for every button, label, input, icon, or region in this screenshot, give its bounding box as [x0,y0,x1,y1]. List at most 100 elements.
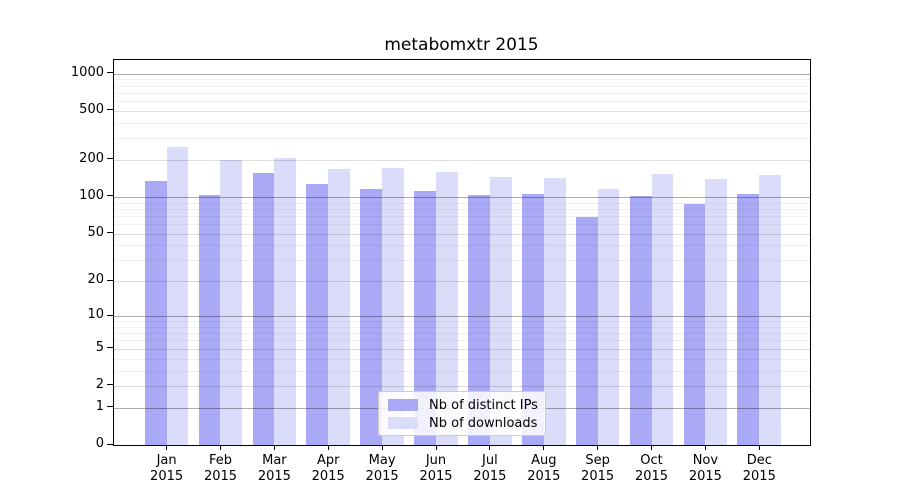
x-tick-label-year: 2015 [742,469,776,484]
bar-distinct-ips-feb [198,194,221,445]
x-tick-label-aug: Aug 2015 [516,453,572,485]
gridline-20 [114,281,810,283]
bar-downloads-oct [651,174,674,445]
x-tick-label-month: Oct [640,453,663,468]
y-tick-2 [107,384,113,386]
bar-distinct-ips-nov [683,203,706,445]
x-tick-jul [489,446,491,450]
y-tick-1000 [107,72,113,73]
gridline-600 [114,101,810,102]
y-tick-100 [107,195,113,197]
y-tick-label-1: 1 [95,398,104,414]
bar-distinct-ips-aug [521,193,544,445]
bar-distinct-ips-may [360,189,383,445]
x-tick-label-month: Dec [746,453,772,468]
legend-swatch-distinct-ips [388,399,418,411]
x-tick-label-jul: Jul 2015 [462,453,518,485]
x-tick-label-month: Jul [482,453,498,468]
gridline-6 [114,340,810,342]
plot-area [113,59,811,446]
gridline-800 [114,85,810,87]
gridline-2 [114,385,810,387]
legend: Nb of distinct IPs Nb of downloads [378,391,546,436]
legend-label-distinct-ips: Nb of distinct IPs [429,397,538,413]
x-tick-label-apr: Apr 2015 [300,453,356,485]
x-tick-mar [273,446,275,450]
y-tick-label-5: 5 [95,339,104,355]
gridline-80 [114,208,810,210]
x-tick-sep [597,446,599,450]
bar-downloads-mar [274,158,297,445]
legend-item-distinct-ips: Nb of distinct IPs [388,397,538,413]
y-tick-200 [107,158,113,160]
bar-downloads-sep [597,189,620,445]
y-tick-label-20: 20 [87,272,104,288]
gridline-30 [114,260,810,262]
x-tick-label-year: 2015 [203,469,238,484]
x-tick-nov [704,446,706,450]
bar-downloads-jun [436,171,458,445]
gridline-9 [114,321,810,323]
gridline-1000 [114,73,810,75]
x-tick-may [381,446,383,450]
x-tick-aug [543,446,545,450]
x-tick-label-sep: Sep 2015 [570,453,626,485]
x-tick-label-month: Mar [262,453,287,468]
gridline-400 [114,122,810,124]
gridline-100 [114,196,810,198]
x-tick-label-month: Jan [156,453,177,468]
bar-distinct-ips-sep [575,216,598,445]
gridline-5 [114,348,810,350]
gridline-300 [114,138,810,140]
gridline-700 [114,92,810,94]
y-tick-20 [107,279,113,281]
legend-swatch-downloads [388,417,418,429]
x-tick-label-dec: Dec 2015 [731,453,787,485]
bar-distinct-ips-dec [737,193,760,445]
bar-downloads-jul [489,177,512,445]
bar-distinct-ips-oct [629,196,652,445]
x-tick-label-month: Sep [585,453,610,468]
x-tick-label-feb: Feb 2015 [193,453,249,485]
x-tick-label-year: 2015 [419,469,453,484]
legend-label-downloads: Nb of downloads [429,415,538,431]
bar-downloads-aug [543,177,566,445]
x-tick-label-nov: Nov 2015 [677,453,733,485]
x-tick-label-year: 2015 [581,469,615,484]
x-tick-jan [166,446,168,450]
gridline-70 [114,215,810,217]
gridline-50 [114,233,810,235]
y-tick-label-500: 500 [79,101,104,117]
bar-distinct-ips-jul [468,194,490,445]
y-tick-label-10: 10 [87,307,104,323]
x-tick-label-jan: Jan 2015 [139,453,195,485]
x-tick-label-year: 2015 [365,469,399,484]
gridline-4 [114,358,810,360]
gridline-40 [114,245,810,247]
x-tick-label-year: 2015 [311,469,345,484]
gridline-60 [114,224,810,225]
x-tick-label-oct: Oct 2015 [624,453,680,485]
legend-item-downloads: Nb of downloads [388,415,538,431]
y-tick-10 [107,314,113,316]
x-tick-oct [651,446,652,450]
y-tick-label-2: 2 [95,376,104,392]
y-tick-0 [107,443,113,445]
gridline-200 [114,159,810,161]
y-tick-500 [107,109,113,111]
bar-distinct-ips-jan [144,180,167,445]
x-tick-dec [758,446,760,450]
x-tick-label-year: 2015 [634,469,669,484]
x-tick-label-year: 2015 [527,469,561,484]
y-tick-label-100: 100 [79,187,104,203]
bar-downloads-apr [328,168,351,445]
gridline-7 [114,333,810,335]
y-tick-label-0: 0 [95,436,104,451]
bar-distinct-ips-mar [252,173,275,445]
x-tick-label-year: 2015 [150,469,184,484]
x-tick-label-month: May [368,453,396,468]
chart-title: metabomxtr 2015 [384,35,539,55]
y-tick-label-50: 50 [87,224,104,240]
gridline-8 [114,326,810,328]
